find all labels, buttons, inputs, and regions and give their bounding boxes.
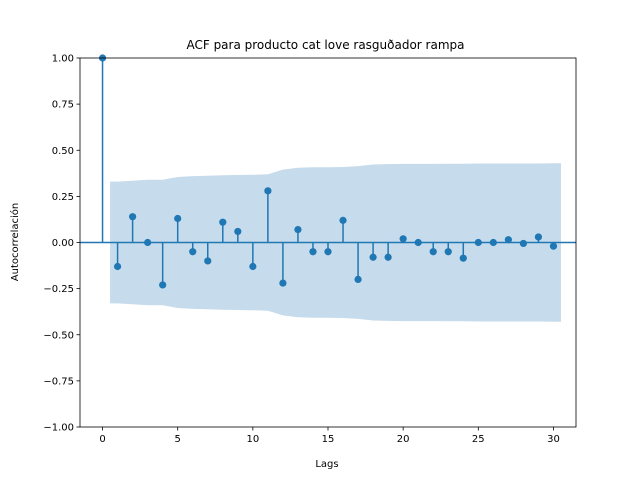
y-tick-label: 0.75	[52, 100, 74, 111]
y-tick-label: 0.50	[52, 146, 74, 157]
x-tick-label: 10	[246, 434, 259, 445]
acf-point	[504, 236, 512, 244]
acf-point	[444, 248, 452, 256]
y-tick-label: −1.00	[43, 423, 74, 434]
acf-point	[384, 253, 392, 261]
acf-point	[399, 235, 407, 243]
x-tick-label: 20	[397, 434, 410, 445]
acf-point	[189, 248, 197, 256]
acf-point	[204, 257, 212, 265]
x-tick-label: 30	[547, 434, 560, 445]
acf-point	[309, 248, 317, 256]
acf-point	[174, 214, 182, 223]
acf-point	[324, 248, 332, 256]
acf-point	[474, 238, 482, 247]
x-tick-label: 0	[99, 434, 105, 445]
acf-point	[279, 279, 287, 287]
acf-point	[264, 187, 272, 195]
acf-point	[534, 233, 543, 241]
acf-point	[339, 216, 347, 224]
x-tick-label: 15	[322, 434, 335, 445]
y-tick-label: −0.50	[43, 330, 74, 341]
y-tick-label: 0.00	[52, 238, 74, 249]
x-axis-title: Lags	[315, 459, 338, 470]
acf-point	[414, 238, 422, 247]
acf-point	[519, 239, 527, 248]
chart-title: ACF para producto cat love rasguðador ra…	[186, 38, 464, 52]
x-tick-label: 5	[175, 434, 181, 445]
acf-point	[234, 227, 242, 236]
acf-point	[459, 254, 467, 262]
plot-area	[80, 54, 576, 322]
acf-point	[159, 281, 167, 289]
acf-point	[369, 253, 377, 261]
acf-point	[219, 218, 227, 226]
acf-point	[294, 225, 302, 234]
y-tick-label: −0.25	[43, 284, 74, 295]
acf-point	[144, 238, 152, 247]
acf-point	[354, 275, 362, 283]
axes: 0 5 10 15 20 25 30 −1.00 −0.75 −0.50 −0.25 0.00 0.25…	[43, 54, 577, 445]
y-tick-label: −0.75	[43, 376, 74, 387]
y-axis-title: Autocorrelación	[9, 203, 21, 281]
acf-point	[249, 262, 257, 271]
acf-point	[489, 238, 497, 247]
acf-point	[549, 242, 558, 250]
y-tick-label: 0.25	[52, 192, 74, 203]
acf-point	[129, 213, 137, 221]
acf-point	[113, 262, 122, 271]
x-tick-label: 25	[472, 434, 485, 445]
y-tick-label: 1.00	[52, 54, 74, 65]
acf-point	[429, 248, 437, 256]
